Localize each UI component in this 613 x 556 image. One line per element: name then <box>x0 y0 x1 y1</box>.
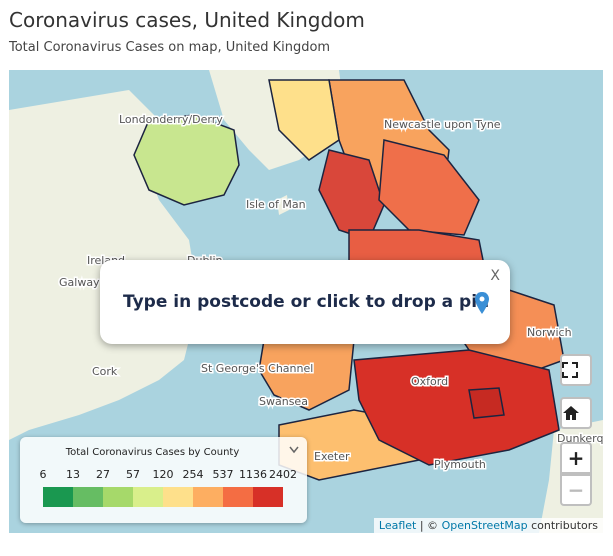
fullscreen-button[interactable] <box>560 354 592 386</box>
title: Coronavirus cases, United Kingdom <box>9 8 365 32</box>
attribution-tail: contributors <box>531 519 598 532</box>
map-label: Isle of Man <box>246 198 306 211</box>
attribution-sep: | © <box>419 519 439 532</box>
legend-break: 6 <box>39 468 47 481</box>
map[interactable]: Londonderry/Derry Ireland Dublin Galway … <box>9 70 603 533</box>
legend-swatch <box>73 487 103 507</box>
legend-swatch <box>103 487 133 507</box>
legend-break: 1136 <box>239 468 267 481</box>
legend-title: Total Coronavirus Cases by County <box>65 447 240 458</box>
map-label: Cork <box>92 365 118 378</box>
legend-swatch <box>163 487 193 507</box>
legend-break: 254 <box>182 468 204 481</box>
yorkshire <box>378 139 480 236</box>
legend-toggle[interactable] <box>288 445 300 455</box>
legend-swatch <box>223 487 253 507</box>
legend-break: 120 <box>152 468 174 481</box>
pin-icon[interactable] <box>475 292 489 314</box>
legend-swatch <box>43 487 73 507</box>
map-label: Plymouth <box>434 458 486 471</box>
legend-swatch <box>133 487 163 507</box>
zoom-in[interactable]: + <box>560 442 592 474</box>
legend-break: 13 <box>66 468 80 481</box>
south-east <box>353 349 560 466</box>
popup: X Type in postcode or click to drop a pi… <box>100 260 510 344</box>
map-label: Londonderry/Derry <box>119 113 223 126</box>
osm-link[interactable]: OpenStreetMap <box>441 519 528 532</box>
subtitle: Total Coronavirus Cases on map, United K… <box>9 40 331 55</box>
northern-ireland <box>133 114 240 206</box>
legend-break: 57 <box>126 468 140 481</box>
map-label: Newcastle upon Tyne <box>384 118 501 131</box>
popup-close[interactable]: X <box>490 268 500 284</box>
legend-break: 2402 <box>269 468 297 481</box>
attribution: Leaflet | © OpenStreetMap contributors <box>373 518 603 533</box>
cumbria <box>268 79 340 161</box>
london <box>468 387 505 419</box>
map-label: Norwich <box>527 326 572 339</box>
map-label: Galway <box>59 276 100 289</box>
legend: Total Coronavirus Cases by County 6 13 27 5… <box>20 437 307 523</box>
map-label: Exeter <box>314 450 350 463</box>
legend-swatch <box>253 487 283 507</box>
leaflet-link[interactable]: Leaflet <box>378 519 417 532</box>
home-button[interactable] <box>560 397 592 429</box>
map-label: St George's Channel <box>201 362 313 375</box>
map-label: Swansea <box>259 395 308 408</box>
zoom-out[interactable]: − <box>560 474 592 506</box>
popup-text: Type in postcode or click to drop a pin <box>123 292 490 312</box>
legend-break: 27 <box>96 468 110 481</box>
legend-break: 537 <box>212 468 234 481</box>
map-label: Oxford <box>411 375 448 388</box>
isle-of-man <box>277 195 289 215</box>
legend-swatch <box>193 487 223 507</box>
